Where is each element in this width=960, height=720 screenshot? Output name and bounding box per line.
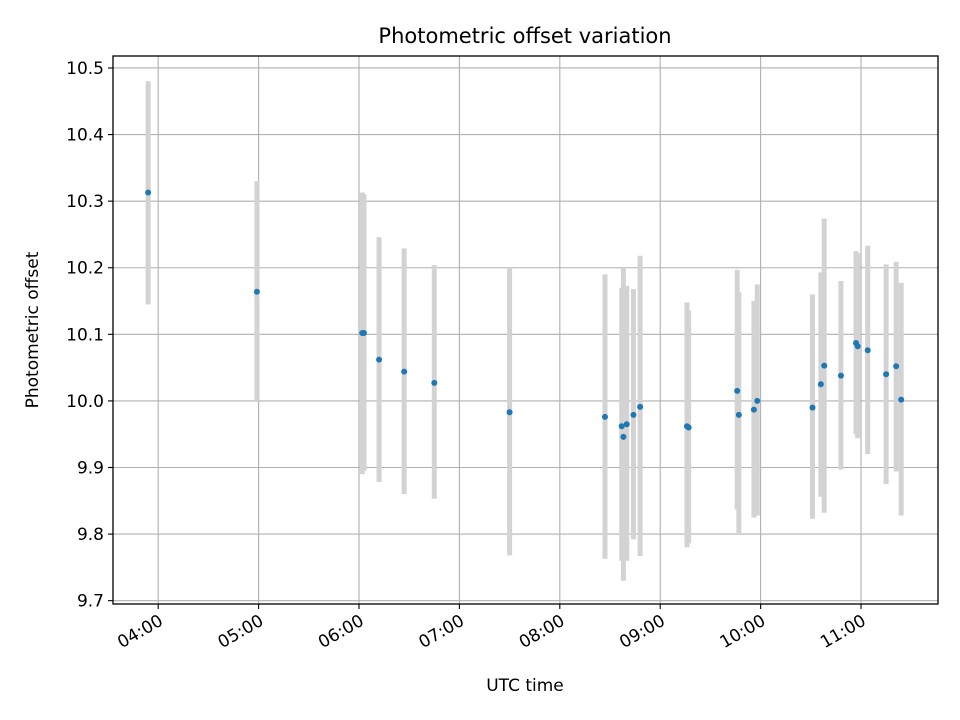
data-point	[506, 409, 513, 416]
y-tick-label: 9.9	[77, 458, 104, 478]
data-point	[145, 189, 152, 196]
data-point	[618, 423, 625, 430]
data-points	[145, 189, 905, 440]
data-point	[620, 433, 627, 440]
data-point	[630, 411, 637, 418]
data-point	[401, 368, 408, 375]
y-tick-label: 10.3	[66, 192, 104, 212]
grid	[113, 56, 938, 604]
data-point	[893, 363, 900, 370]
data-point	[685, 424, 692, 431]
y-tick-label: 10.5	[66, 59, 104, 79]
data-point	[750, 406, 757, 413]
data-point	[809, 404, 816, 411]
data-point	[837, 372, 844, 379]
data-point	[623, 421, 630, 428]
data-point	[376, 356, 383, 363]
data-point	[883, 371, 890, 378]
data-point	[734, 387, 741, 394]
x-axis-label: UTC time	[486, 676, 564, 696]
data-point	[864, 347, 871, 354]
data-point	[854, 343, 861, 350]
axes-frame	[112, 55, 939, 605]
data-point	[817, 381, 824, 388]
data-point	[601, 413, 608, 420]
data-point	[361, 329, 368, 336]
y-axis-label: Photometric offset	[23, 251, 43, 408]
y-tick-label: 9.7	[77, 592, 104, 612]
y-tick-label: 9.8	[77, 525, 104, 545]
data-point	[637, 403, 644, 410]
chart-title: Photometric offset variation	[378, 24, 671, 48]
data-point	[754, 397, 761, 404]
y-tick-label: 10.2	[66, 259, 104, 279]
data-point	[821, 362, 828, 369]
y-axis-ticks: 9.7 9.8 9.9 10.0 10.1 10.2 10.3 10.4 10.5	[66, 59, 113, 612]
y-tick-label: 10.4	[66, 126, 104, 146]
y-tick-label: 10.1	[66, 325, 104, 345]
y-tick-label: 10.0	[66, 392, 104, 412]
data-point	[253, 288, 260, 295]
data-point	[735, 411, 742, 418]
data-point	[898, 396, 905, 403]
data-point	[431, 379, 438, 386]
